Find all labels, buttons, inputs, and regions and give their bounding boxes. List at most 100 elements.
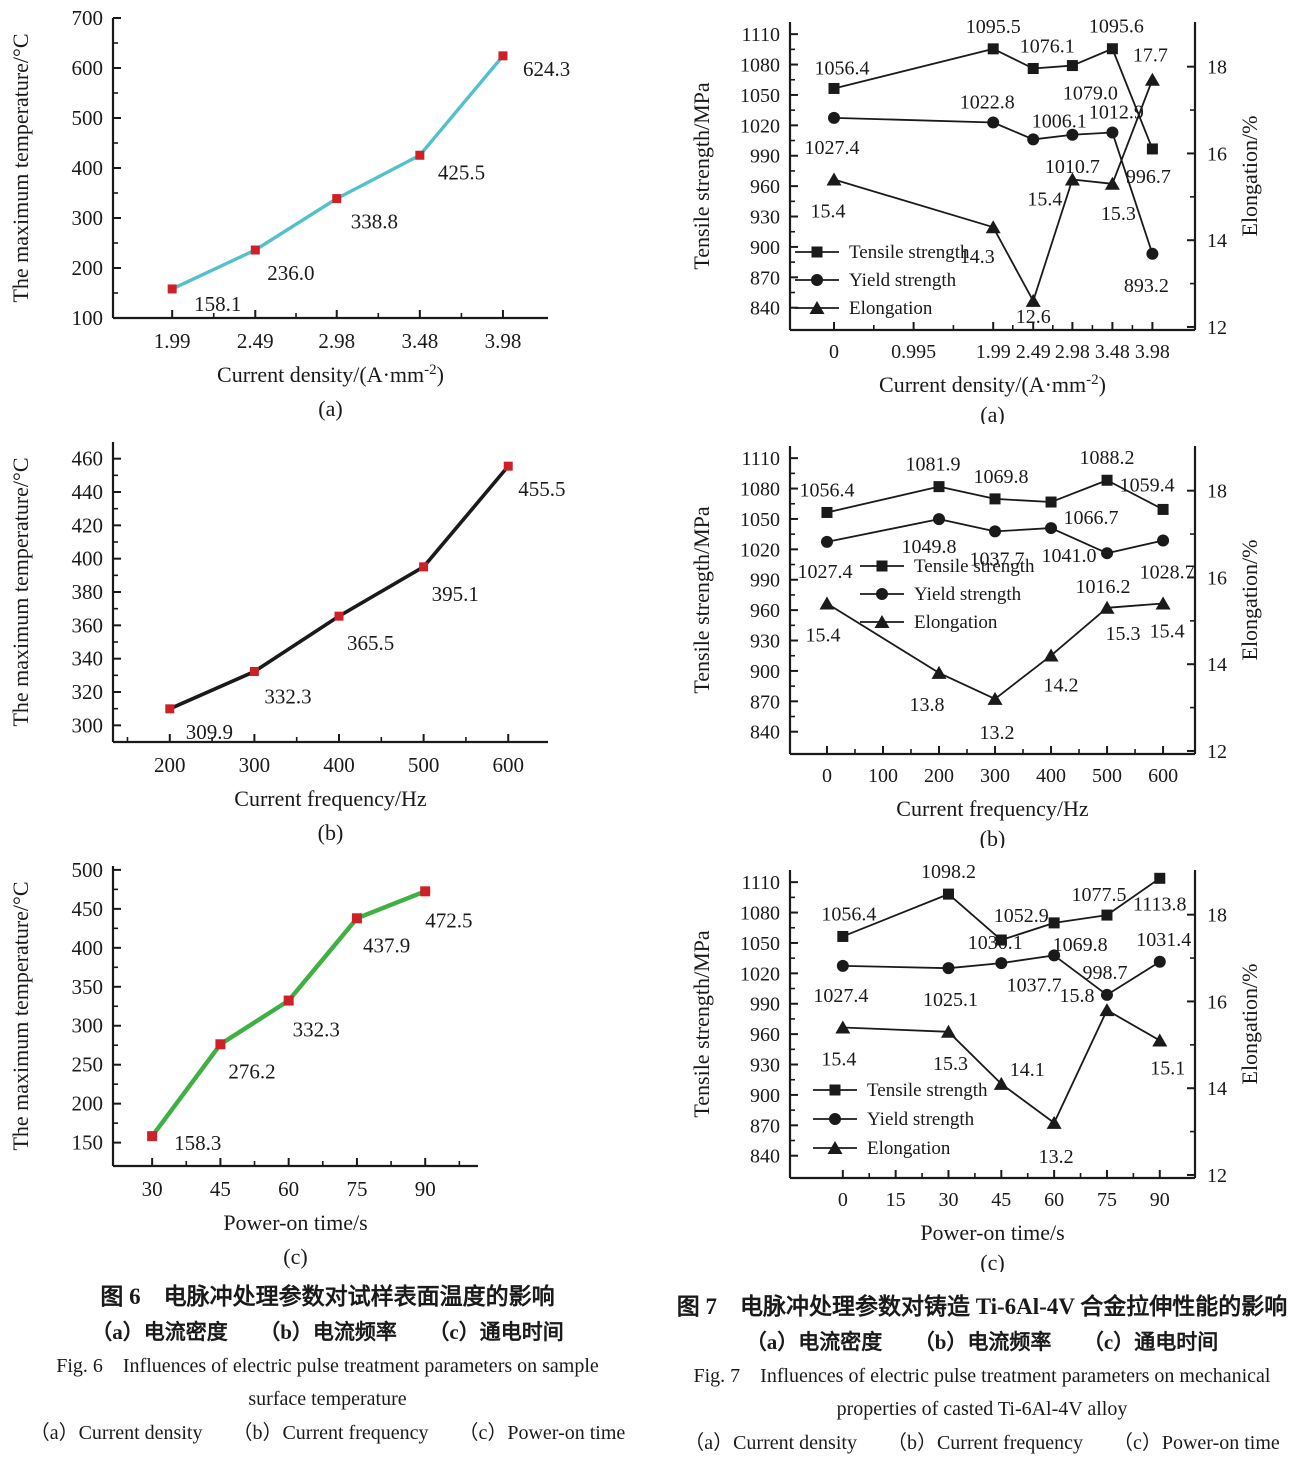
- y-tick-label: 340: [72, 647, 104, 671]
- y-tick-label: 300: [72, 713, 104, 737]
- x-axis-title: Power-on time/s: [223, 1210, 367, 1235]
- y-tick-label: 1050: [740, 933, 780, 955]
- svg-text:15.3: 15.3: [1106, 623, 1141, 645]
- legend-label: Yield strength: [867, 1109, 975, 1130]
- axes: [788, 870, 1197, 1180]
- y-tick-label: 1080: [740, 903, 780, 925]
- x-tick-label: 600: [1148, 765, 1178, 787]
- svg-text:276.2: 276.2: [228, 1059, 275, 1083]
- x-tick-label: 3.48: [401, 329, 438, 353]
- y-axis-right-ticks: [1187, 489, 1195, 752]
- y-axis-left-ticks: [113, 457, 121, 727]
- x-tick-label: 75: [1097, 1189, 1117, 1211]
- x-tick-label: 2.49: [1016, 341, 1051, 363]
- x-tick-label: 2.98: [318, 329, 355, 353]
- axes: [111, 866, 478, 1168]
- svg-text:425.5: 425.5: [438, 160, 485, 184]
- x-axis-ticks: [171, 310, 504, 318]
- y-tick-label: 320: [72, 680, 104, 704]
- y-axis-title: The maximum temperature/°C: [8, 881, 33, 1150]
- svg-text:15.1: 15.1: [1150, 1057, 1185, 1079]
- svg-text:338.8: 338.8: [351, 210, 398, 234]
- y-axis-left-ticks: [113, 868, 121, 1144]
- y-tick-label: 1020: [740, 539, 780, 561]
- x-tick-label: 60: [1044, 1189, 1064, 1211]
- y-axis-right-ticks: [1187, 65, 1195, 328]
- y-axis-right-title: Elongation/%: [1237, 540, 1262, 661]
- svg-text:1088.2: 1088.2: [1080, 447, 1135, 469]
- legend-label: Tensile strength: [914, 556, 1035, 577]
- x-tick-label: 300: [980, 765, 1010, 787]
- y-right-tick-label: 12: [1207, 741, 1227, 763]
- legend-label: Tensile strength: [867, 1080, 988, 1101]
- y-tick-label: 400: [72, 936, 104, 960]
- x-tick-label: 45: [210, 1177, 231, 1201]
- y-tick-label: 930: [750, 207, 780, 229]
- svg-text:1056.4: 1056.4: [799, 479, 854, 501]
- y-tick-label: 870: [750, 691, 780, 713]
- x-tick-label: 100: [868, 765, 898, 787]
- y-right-tick-label: 16: [1207, 567, 1227, 589]
- y-right-tick-label: 14: [1207, 1078, 1227, 1100]
- svg-text:1059.4: 1059.4: [1120, 474, 1175, 496]
- fig6-caption-zh-title: 图 6 电脉冲处理参数对试样表面温度的影响: [100, 1284, 555, 1309]
- svg-text:13.2: 13.2: [1039, 1146, 1074, 1168]
- y-tick-label: 840: [750, 722, 780, 744]
- y-tick-label: 200: [72, 256, 104, 280]
- y-tick-label: 200: [72, 1092, 104, 1116]
- svg-text:12.6: 12.6: [1016, 306, 1051, 328]
- y-tick-label: 450: [72, 897, 104, 921]
- panel-letter: (a): [318, 396, 342, 421]
- svg-text:1027.4: 1027.4: [797, 561, 852, 583]
- series-elongation: 15.4 13.8 13.2 14.2 15.3 15.4: [805, 596, 1185, 744]
- x-tick-label: 400: [1036, 765, 1066, 787]
- y-tick-label: 960: [750, 176, 780, 198]
- legend: Tensile strength Yield strength Elongation: [795, 242, 970, 319]
- point-labels: 1027.4 1049.8 1037.7 1041.0 1016.2 1028.7: [797, 536, 1194, 598]
- x-tick-label: 0: [838, 1189, 848, 1211]
- y-right-tick-label: 14: [1207, 654, 1227, 676]
- svg-text:13.8: 13.8: [910, 694, 945, 716]
- point-labels: 309.9 332.3 365.5 395.1 455.5: [186, 477, 566, 744]
- x-tick-label: 2.98: [1055, 341, 1090, 363]
- fig6c-temperature-vs-power-on-time-chart: 30 45 60 75 90 150 200 250 300 350 400 450 500 158.3 2…: [0, 848, 655, 1272]
- x-axis-ticks: [151, 1158, 461, 1166]
- y-axis-title: Tensile strength/MPa: [689, 506, 714, 694]
- svg-text:1056.4: 1056.4: [815, 57, 870, 79]
- svg-text:1076.1: 1076.1: [1020, 36, 1075, 58]
- y-axis-left-ticks: [790, 33, 798, 309]
- svg-text:1098.2: 1098.2: [921, 861, 976, 883]
- x-tick-label: 200: [924, 765, 954, 787]
- y-tick-label: 400: [72, 547, 104, 571]
- x-tick-label: 30: [938, 1189, 958, 1211]
- legend-label: Yield strength: [849, 270, 957, 291]
- svg-text:15.8: 15.8: [1059, 985, 1094, 1007]
- y-tick-label: 150: [72, 1131, 104, 1155]
- legend-label: Yield strength: [914, 584, 1022, 605]
- x-tick-label: 1.99: [154, 329, 191, 353]
- y-right-tick-label: 16: [1207, 143, 1227, 165]
- y-tick-label: 500: [72, 858, 104, 882]
- fig7-caption-en-line2: properties of casted Ti-6Al-4V alloy: [836, 1398, 1128, 1420]
- x-tick-label: 200: [154, 753, 186, 777]
- svg-text:998.7: 998.7: [1082, 962, 1127, 984]
- x-tick-label: 600: [492, 753, 524, 777]
- x-tick-label: 300: [239, 753, 271, 777]
- x-axis-ticks: [825, 746, 1165, 754]
- svg-text:158.3: 158.3: [174, 1131, 221, 1155]
- y-tick-label: 100: [72, 306, 104, 330]
- y-right-tick-label: 18: [1207, 57, 1227, 79]
- svg-text:1056.4: 1056.4: [821, 903, 876, 925]
- series-yield-strength: 1027.4 1025.1 1030.1 1037.7 998.7 1031.4: [813, 929, 1191, 1011]
- svg-text:1012.9: 1012.9: [1089, 102, 1144, 124]
- svg-text:1027.4: 1027.4: [813, 985, 868, 1007]
- svg-text:1079.0: 1079.0: [1063, 83, 1118, 105]
- fig6-caption-en-line1: Fig. 6 Influences of electric pulse trea…: [56, 1355, 599, 1377]
- svg-text:1066.7: 1066.7: [1064, 507, 1119, 529]
- svg-text:455.5: 455.5: [518, 477, 565, 501]
- y-right-tick-label: 18: [1207, 905, 1227, 927]
- panel-letter: (a): [980, 402, 1004, 424]
- x-tick-label: 3.98: [1135, 341, 1170, 363]
- x-tick-label: 500: [1092, 765, 1122, 787]
